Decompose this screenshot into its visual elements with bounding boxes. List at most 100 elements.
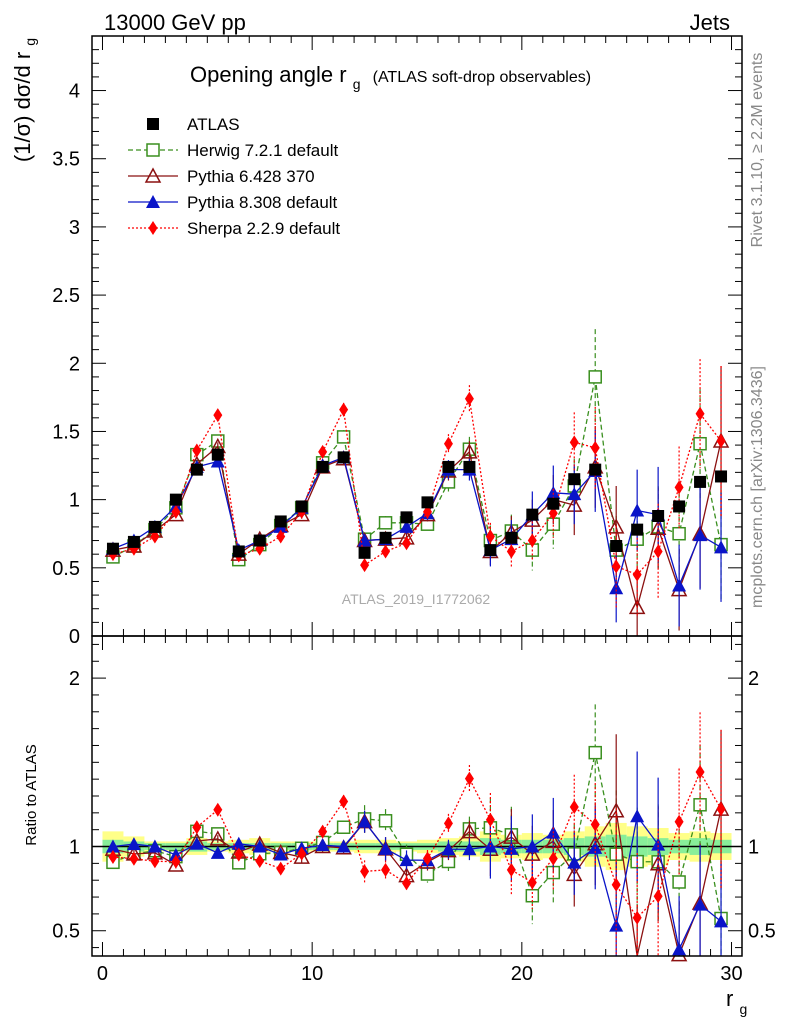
ratio-point [108,850,118,865]
ratio-point [569,799,579,814]
ratio-point [171,854,181,869]
legend-marker [146,143,160,157]
data-point [527,533,537,548]
data-point [674,480,684,495]
data-point [628,598,646,615]
mcplots-label: mcplots.cern.ch [arXiv:1306.3436] [749,366,766,608]
data-point [339,402,349,417]
data-point [461,443,478,459]
y-axis-label-main: (1/σ) dσ/d r [10,52,35,162]
data-point [337,451,350,464]
ratio-point [525,839,540,853]
legend-label: Herwig 7.2.1 default [187,141,338,160]
ratio-point [192,820,202,835]
data-point [652,510,665,522]
header-right: Jets [690,10,730,35]
data-point [505,531,518,544]
data-point [547,497,560,510]
data-point [318,444,328,459]
ratio-point [360,864,370,879]
y-axis-label: (1/σ) dσ/d r g [10,38,38,162]
ratio-point [630,809,645,823]
ratio-point [129,851,139,866]
ratio-tick-label-right: 1 [748,837,759,859]
data-point [253,534,266,547]
legend: ATLAS Herwig 7.2.1 default Pythia 6.428 37… [128,115,340,238]
ratio-point [674,814,684,829]
x-axis-label-sub: g [739,1001,747,1017]
ratio-point [693,897,708,911]
y-tick-label: 1 [69,490,80,512]
data-point [171,504,181,519]
main-panel-marks [104,329,730,636]
data-point [693,528,708,542]
data-point [590,440,600,455]
data-point [190,463,203,476]
ratio-point [525,888,540,903]
legend-marker [147,118,159,130]
x-axis-label: r g [726,986,747,1017]
y-tick-label: 3 [69,217,80,239]
data-point [378,516,393,530]
ratio-point [527,875,537,890]
ratio-point [105,839,120,853]
data-point [609,581,624,595]
legend-entry: Herwig 7.2.1 default [128,141,338,160]
data-point [588,370,602,384]
ratio-point [336,820,351,834]
legend-entry: ATLAS [147,115,240,134]
data-point [672,526,686,541]
ratio-point [462,842,477,856]
y-tick-label: 4 [69,81,80,103]
data-point [567,487,582,501]
x-tick-label: 30 [720,963,742,985]
ratio-point [168,847,183,861]
data-point [379,531,392,544]
legend-label: Pythia 6.428 370 [187,167,315,186]
ratio-point [485,812,495,827]
ratio-point [213,802,223,817]
series-line [112,376,722,561]
ratio-point [651,837,666,851]
data-point [546,485,561,499]
data-point [192,443,202,458]
ratio-line [112,770,722,919]
data-point [399,519,414,533]
svg-text:r g: r g [726,986,747,1017]
data-point [526,508,539,521]
data-point [694,475,707,488]
ratio-point [150,854,160,869]
ratio-tick-label-left: 0.5 [52,921,80,943]
data-point [316,460,329,473]
rivet-label: Rivet 3.1.10, ≥ 2.2M events [749,53,766,248]
legend-entry: Sherpa 2.2.9 default [128,219,340,238]
ratio-line [112,814,722,952]
svg-text:(1/σ) dσ/d r g: (1/σ) dσ/d r g [10,38,38,162]
x-axis-label-main: r [726,986,733,1011]
data-point [400,511,413,524]
ratio-point [653,889,663,904]
series-line [112,456,722,589]
data-point [421,496,434,509]
legend-marker [148,221,158,235]
chart-title-main: Opening angle r [190,62,347,87]
data-point [464,391,474,406]
ratio-y-label: Ratio to ATLAS [23,744,40,845]
ratio-point [255,853,265,868]
data-point [167,506,185,522]
x-tick-label: 20 [511,963,533,985]
data-point [610,540,623,552]
ratio-point [567,855,582,869]
data-point [402,536,412,551]
data-point [169,493,182,506]
ratio-point [273,847,288,861]
watermark: ATLAS_2019_I1772062 [342,591,491,607]
ratio-point [378,841,393,855]
data-point [422,504,432,519]
legend-entry: Pythia 8.308 default [128,193,338,212]
ratio-tick-label-left: 1 [69,837,80,859]
ratio-point [506,862,516,877]
ratio-point [234,847,244,862]
